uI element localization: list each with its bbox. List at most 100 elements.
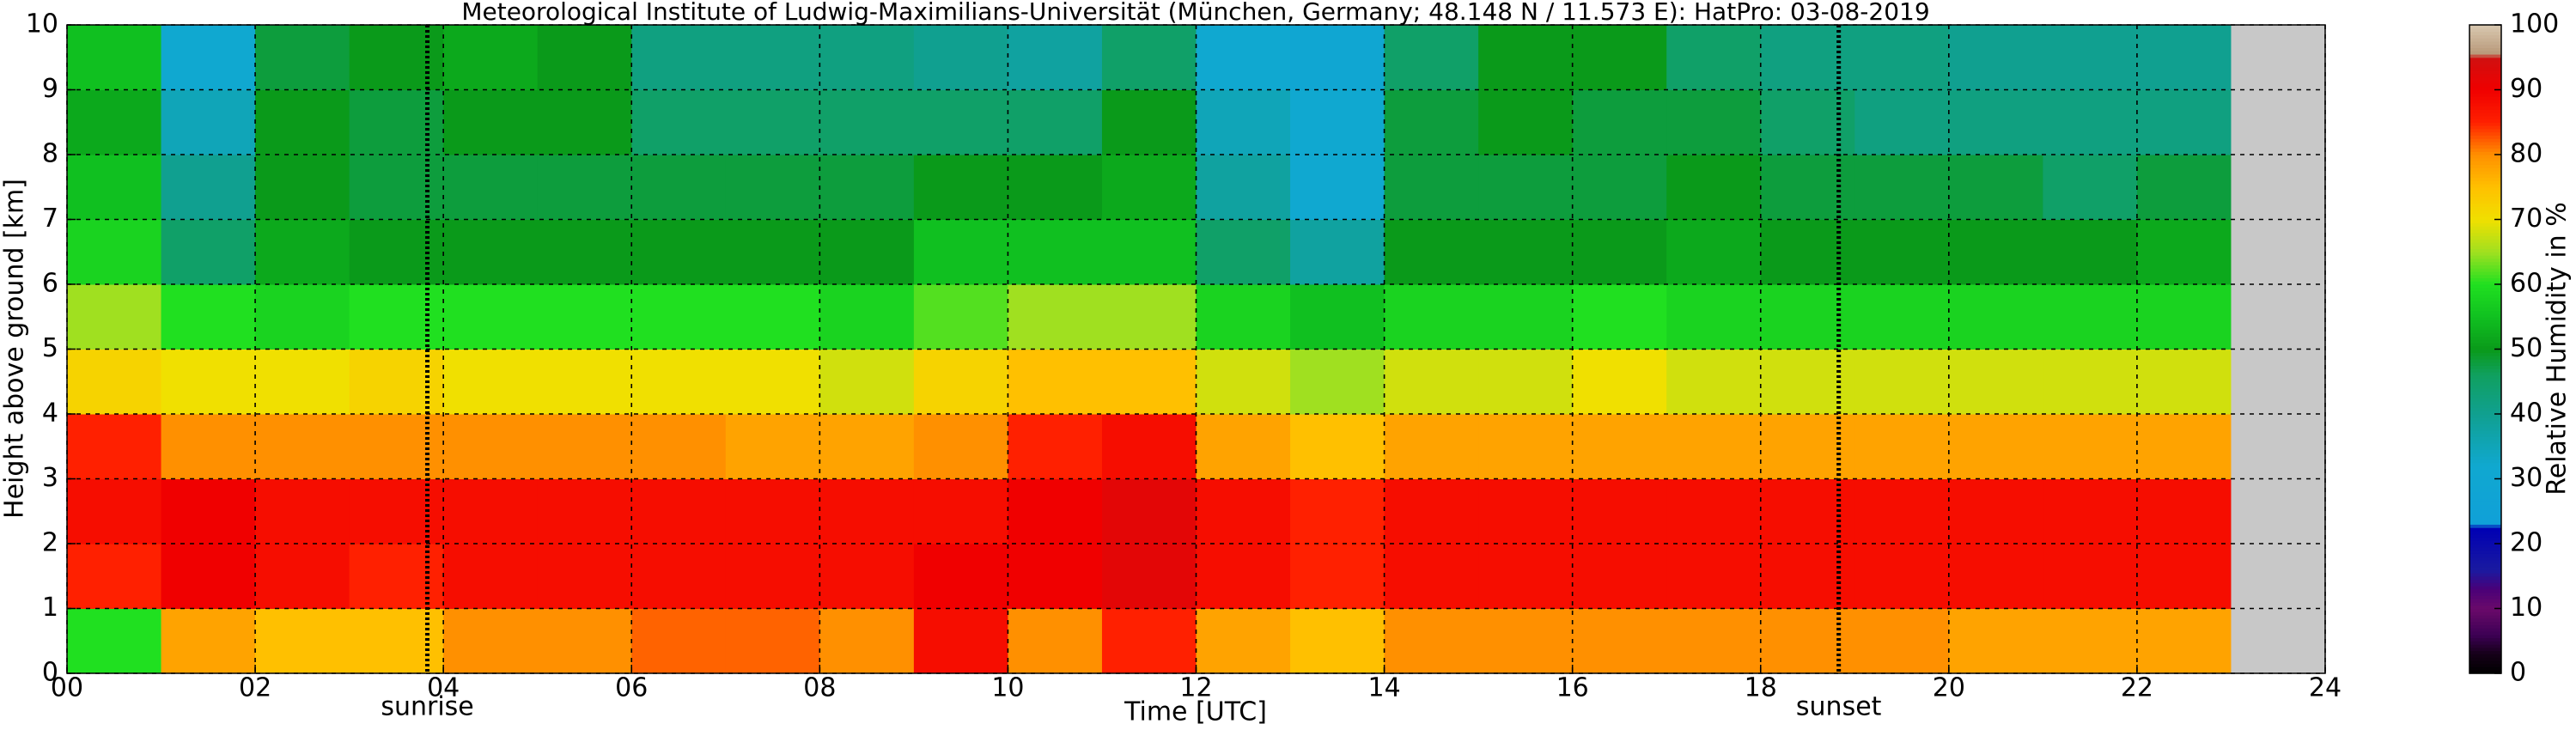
colorbar-swatch	[2469, 34, 2501, 39]
heatmap-cell	[913, 219, 1008, 285]
colorbar-swatch	[2469, 313, 2501, 318]
colorbar-swatch	[2469, 197, 2501, 201]
x-tick-label: 06	[615, 673, 648, 703]
heatmap-cell	[1384, 349, 1479, 415]
heatmap-cell	[537, 544, 632, 609]
heatmap-cell	[1290, 284, 1385, 350]
colorbar-swatch	[2469, 546, 2501, 551]
colorbar-swatch	[2469, 297, 2501, 301]
heatmap-cell	[537, 284, 632, 350]
colorbar-swatch	[2469, 446, 2501, 451]
heatmap-cell	[1666, 349, 1762, 415]
colorbar-swatch	[2469, 151, 2501, 155]
colorbar-swatch	[2469, 80, 2501, 84]
colorbar-swatch	[2469, 374, 2501, 380]
heatmap-cell	[349, 349, 444, 415]
colorbar-swatch	[2469, 540, 2501, 544]
colorbar-swatch	[2469, 471, 2501, 477]
heatmap-cell	[255, 544, 350, 609]
heatmap-cell	[2043, 25, 2138, 90]
heatmap-cell	[1478, 284, 1574, 350]
x-tick-label: 16	[1556, 673, 1589, 703]
heatmap-cell	[443, 349, 539, 415]
colorbar-swatch	[2469, 433, 2501, 438]
heatmap-cell	[1384, 155, 1479, 220]
heatmap-cell	[1478, 544, 1574, 609]
heatmap-cell	[1008, 544, 1103, 609]
colorbar-swatch	[2469, 517, 2501, 522]
heatmap-cell	[161, 284, 256, 350]
x-tick-label: 04	[427, 673, 460, 703]
heatmap-cell	[1008, 284, 1103, 350]
x-tick-label: 20	[1933, 673, 1965, 703]
heatmap-cell	[1196, 478, 1291, 544]
colorbar-swatch	[2469, 144, 2501, 149]
heatmap-cell	[67, 608, 162, 674]
y-tick-label: 5	[42, 333, 58, 363]
heatmap-cell	[819, 219, 915, 285]
colorbar-swatch	[2469, 210, 2501, 214]
heatmap-cell	[1666, 284, 1762, 350]
heatmap-cell	[1196, 284, 1291, 350]
colorbar-swatch	[2469, 630, 2501, 636]
colorbar-swatch	[2469, 53, 2501, 58]
colorbar-swatch	[2469, 563, 2501, 568]
heatmap-cell	[1666, 544, 1762, 609]
heatmap-cell	[819, 478, 915, 544]
colorbar-swatch	[2469, 38, 2501, 42]
colorbar-swatch	[2469, 647, 2501, 652]
colorbar-swatch	[2469, 398, 2501, 402]
colorbar-swatch	[2469, 436, 2501, 441]
heatmap-cell	[1854, 414, 1950, 479]
heatmap-cell	[349, 608, 444, 674]
heatmap-cell	[443, 89, 539, 155]
colorbar-swatch	[2469, 248, 2501, 252]
heatmap-cell	[1572, 608, 1667, 674]
heatmap-cell	[1760, 478, 1855, 544]
heatmap-cell	[1101, 608, 1197, 674]
heatmap-cell	[255, 349, 350, 415]
colorbar-swatch	[2469, 281, 2501, 285]
colorbar-swatch	[2469, 232, 2501, 236]
y-tick-label: 0	[42, 658, 58, 688]
heatmap-cell	[819, 414, 915, 479]
heatmap-cell	[443, 544, 539, 609]
heatmap-cell	[1666, 89, 1762, 155]
colorbar-swatch	[2469, 414, 2501, 418]
colorbar-swatch	[2469, 303, 2501, 308]
colorbar-swatch	[2469, 385, 2501, 389]
colorbar-swatch	[2469, 307, 2501, 311]
heatmap-cell	[631, 284, 727, 350]
colorbar-swatch	[2469, 128, 2501, 133]
heatmap-cell	[537, 219, 632, 285]
heatmap-cell	[1008, 414, 1103, 479]
colorbar-swatch	[2469, 663, 2501, 668]
colorbar-swatch	[2469, 67, 2501, 71]
heatmap-cell	[1196, 155, 1291, 220]
colorbar-swatch	[2469, 180, 2501, 185]
colorbar-swatch	[2469, 212, 2501, 217]
y-tick-label: 7	[42, 204, 58, 234]
colorbar-swatch	[2469, 586, 2501, 590]
heatmap-cell	[1572, 414, 1667, 479]
colorbar-swatch	[2469, 429, 2501, 435]
colorbar-swatch	[2469, 530, 2501, 535]
annotation-label: sunset	[1796, 692, 1882, 722]
heatmap-cell	[1760, 284, 1855, 350]
colorbar-swatch	[2469, 170, 2501, 175]
colorbar-swatch	[2469, 644, 2501, 648]
heatmap-cell	[1948, 478, 2043, 544]
heatmap-cell	[1478, 478, 1574, 544]
heatmap-cell	[1008, 349, 1103, 415]
heatmap-cell	[1290, 349, 1385, 415]
colorbar-swatch	[2469, 167, 2501, 172]
heatmap-cell	[1384, 414, 1479, 479]
colorbar-swatch	[2469, 96, 2501, 100]
colorbar-swatch	[2469, 511, 2501, 515]
colorbar-swatch	[2469, 572, 2501, 577]
colorbar-swatch	[2469, 365, 2501, 369]
heatmap-cell	[2136, 284, 2232, 350]
colorbar-swatch	[2469, 258, 2501, 263]
y-axis-label: Height above ground [km]	[0, 179, 30, 519]
